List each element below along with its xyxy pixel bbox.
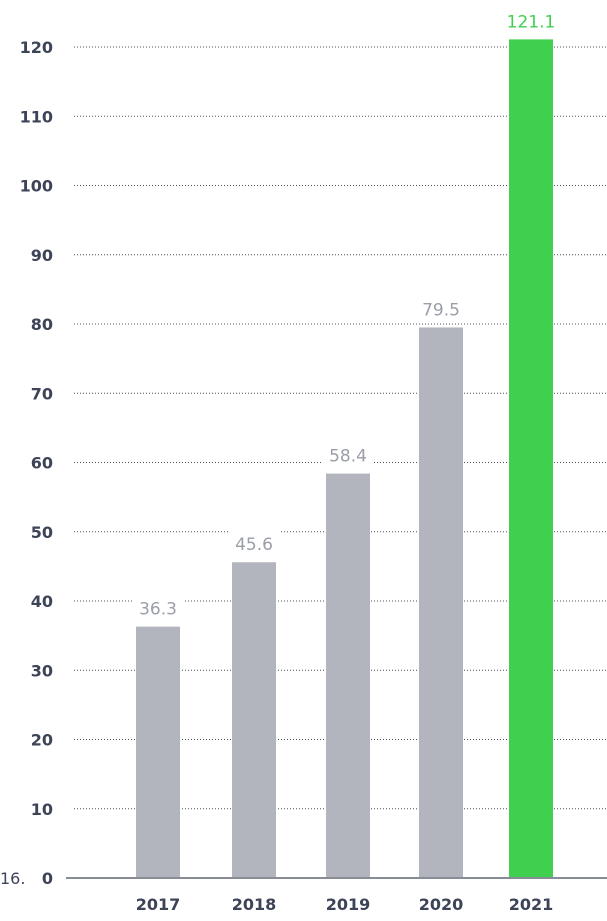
x-tick-label: 2021 <box>509 895 554 914</box>
y-tick-label: 10 <box>31 800 53 819</box>
data-label-background <box>415 293 467 322</box>
bar <box>232 562 276 878</box>
data-label: 79.5 <box>422 300 460 320</box>
y-tick-label: 110 <box>20 107 53 126</box>
x-tick-label: 2019 <box>326 895 371 914</box>
x-tick-label: 2018 <box>232 895 277 914</box>
bar <box>136 626 180 878</box>
x-tick-label: 2020 <box>419 895 464 914</box>
y-tick-label: 40 <box>31 592 53 611</box>
data-labels: 36.3 45.6 58.4 79.5 121.1 <box>132 5 562 621</box>
bar <box>419 327 463 878</box>
y-tick-label: 60 <box>31 454 53 473</box>
y-tick-label: 20 <box>31 731 53 750</box>
y-axis-ticks: 0 10 20 30 40 50 60 70 80 90 100 110 120 <box>20 38 53 888</box>
data-label: 45.6 <box>235 535 273 555</box>
data-label-background <box>322 439 374 468</box>
y-tick-label: 50 <box>31 523 53 542</box>
data-label: 36.3 <box>139 600 177 620</box>
y-tick-label: 80 <box>31 315 53 334</box>
x-axis-ticks: 2017 2018 2019 2020 2021 <box>136 895 554 914</box>
bar <box>326 473 370 878</box>
data-label-background <box>228 528 280 557</box>
y-tick-label: 90 <box>31 246 53 265</box>
y-tick-label: 0 <box>42 869 53 888</box>
y-tick-label: 30 <box>31 661 53 680</box>
bar <box>509 39 553 878</box>
x-tick-label: 2017 <box>136 895 181 914</box>
bars <box>136 39 553 878</box>
data-label-background <box>500 5 562 34</box>
y-tick-label: 120 <box>20 38 53 57</box>
corner-label: 16. <box>0 869 25 888</box>
data-label: 121.1 <box>507 12 556 32</box>
data-label: 58.4 <box>329 447 367 467</box>
y-tick-label: 70 <box>31 384 53 403</box>
y-tick-label: 100 <box>20 177 53 196</box>
data-label-background <box>132 592 184 621</box>
